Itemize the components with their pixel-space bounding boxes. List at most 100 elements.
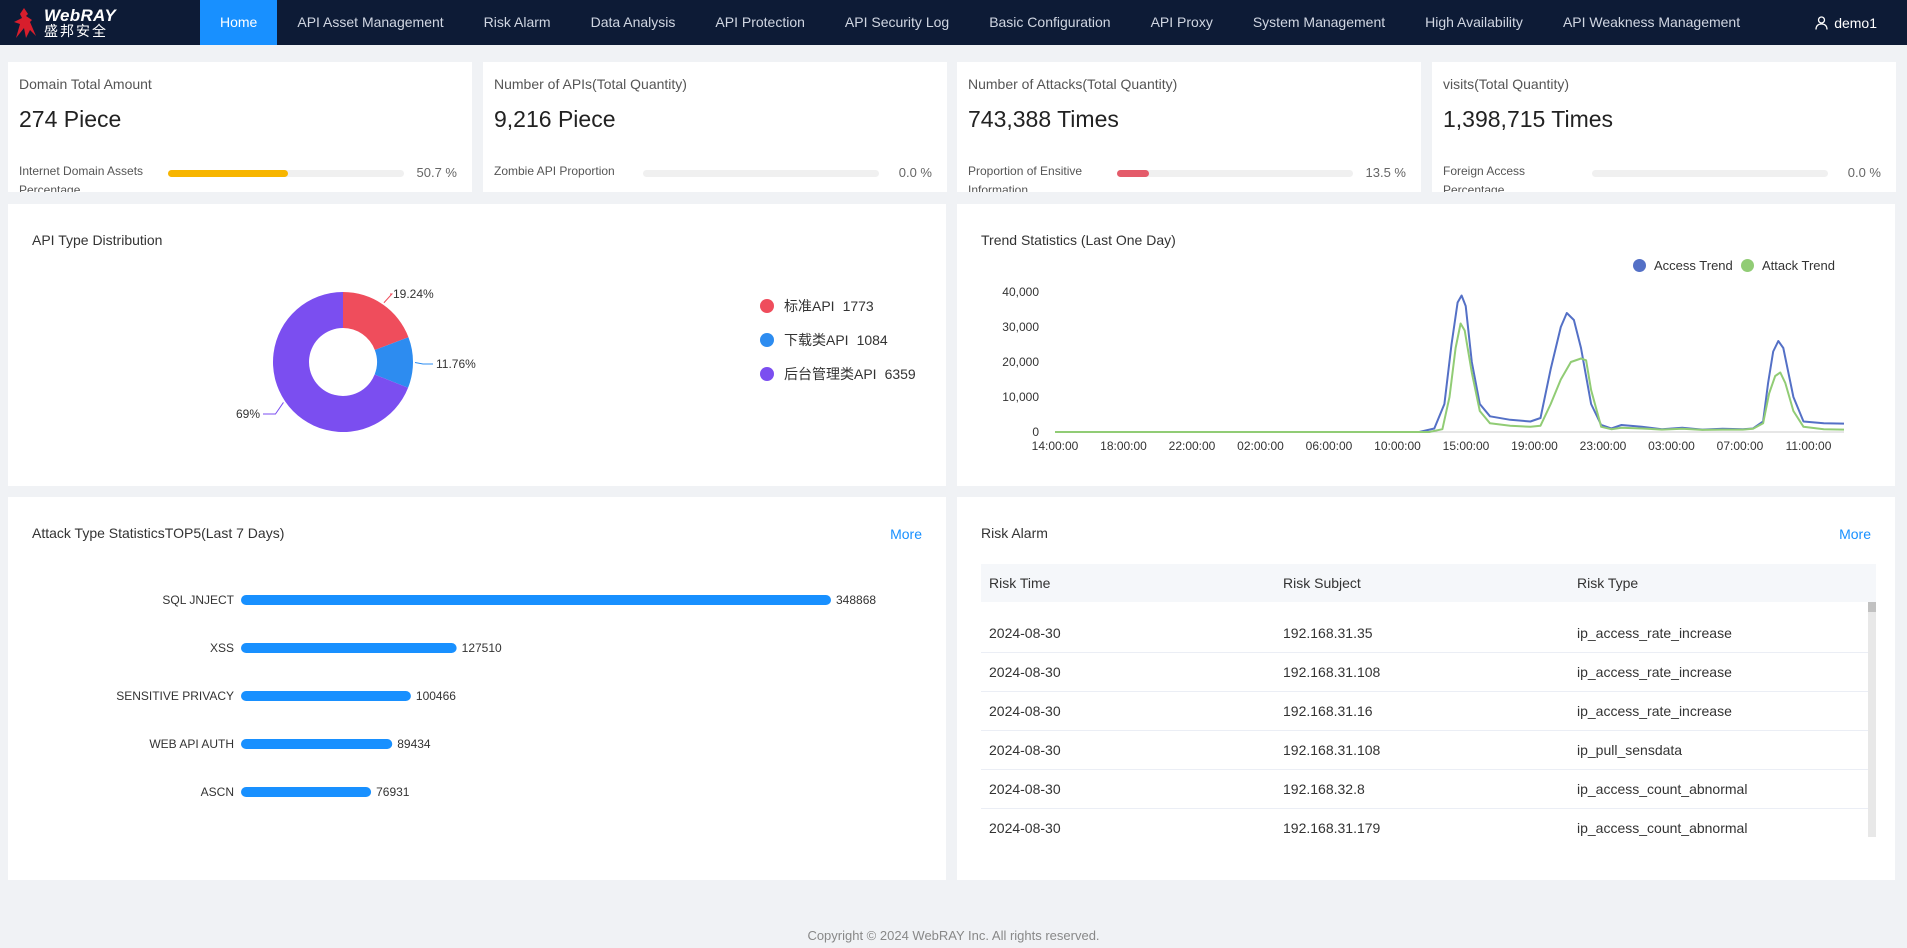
stat-progress-fill [168, 170, 288, 177]
legend-dot [760, 299, 774, 313]
stat-title: Number of APIs(Total Quantity) [494, 76, 687, 92]
bar-value-label: 76931 [376, 785, 410, 799]
risk-table-scroll-thumb[interactable] [1868, 602, 1876, 612]
nav-item-system-management[interactable]: System Management [1252, 14, 1386, 30]
x-tick-label: 07:00:00 [1717, 439, 1764, 453]
legend-dot [760, 333, 774, 347]
cell-risk-type: ip_access_count_abnormal [1577, 781, 1748, 797]
cell-risk-type: ip_access_rate_increase [1577, 664, 1732, 680]
api-type-pie-chart: 19.24% 11.76% 69% [236, 287, 476, 432]
nav-item-api-proxy[interactable]: API Proxy [1150, 14, 1213, 30]
user-name: demo1 [1834, 14, 1877, 31]
trend-statistics-panel: Trend Statistics (Last One Day) Access T… [957, 204, 1895, 486]
bar [241, 787, 372, 797]
bar-category-label: SENSITIVE PRIVACY [116, 689, 234, 703]
bar-category-label: SQL JNJECT [162, 593, 234, 607]
bar [241, 739, 393, 749]
nav-item-api-security-log[interactable]: API Security Log [844, 14, 950, 30]
pie-legend-item[interactable]: 下载类API 1084 [760, 330, 888, 350]
pie-legend-item[interactable]: 标准API 1773 [760, 296, 874, 316]
legend-name: 下载类API [784, 332, 849, 348]
cell-risk-type: ip_access_rate_increase [1577, 703, 1732, 719]
stat-card: Domain Total Amount 274 Piece Internet D… [8, 62, 472, 192]
bar [241, 643, 457, 653]
y-tick-label: 30,000 [1002, 320, 1039, 334]
legend-value: 6359 [884, 366, 916, 382]
pie-slice-label: 19.24% [393, 287, 434, 301]
nav-item-high-availability[interactable]: High Availability [1425, 14, 1523, 30]
trend-legend-item[interactable]: Attack Trend [1741, 258, 1835, 273]
table-row[interactable]: 2024-08-30 192.168.31.179 ip_access_coun… [981, 809, 1876, 837]
x-tick-label: 10:00:00 [1374, 439, 1421, 453]
cell-risk-subject: 192.168.32.8 [1283, 781, 1365, 797]
x-tick-label: 14:00:00 [1032, 439, 1079, 453]
nav-item-home[interactable]: Home [200, 0, 278, 45]
risk-table-scrollbar[interactable] [1868, 602, 1876, 837]
col-risk-type[interactable]: Risk Type [1577, 575, 1639, 591]
stat-title: Domain Total Amount [19, 76, 152, 92]
stat-card: Number of APIs(Total Quantity) 9,216 Pie… [483, 62, 947, 192]
table-row[interactable]: 2024-08-30 192.168.31.108 ip_access_rate… [981, 653, 1876, 692]
bar-category-label: WEB API AUTH [149, 737, 234, 751]
nav-item-basic-configuration[interactable]: Basic Configuration [989, 14, 1111, 30]
col-risk-time[interactable]: Risk Time [989, 575, 1051, 591]
x-tick-label: 19:00:00 [1511, 439, 1558, 453]
x-tick-label: 15:00:00 [1443, 439, 1490, 453]
bar-category-label: XSS [210, 641, 234, 655]
attack-type-top5-panel: Attack Type StatisticsTOP5(Last 7 Days) … [8, 497, 946, 880]
x-tick-label: 06:00:00 [1306, 439, 1353, 453]
x-tick-label: 02:00:00 [1237, 439, 1284, 453]
stat-progress-percent: 0.0 % [1847, 165, 1881, 180]
x-tick-label: 11:00:00 [1786, 439, 1832, 453]
cell-risk-time: 2024-08-30 [989, 781, 1061, 797]
footer-copyright: Copyright © 2024 WebRAY Inc. All rights … [807, 928, 1100, 943]
stat-progress-label: Foreign Access Percentage [1443, 164, 1526, 192]
pie-label-line [263, 402, 284, 415]
user-icon [1815, 15, 1828, 30]
stat-progress-label: Internet Domain Assets Percentage [19, 164, 144, 192]
stat-card: visits(Total Quantity) 1,398,715 Times F… [1432, 62, 1896, 192]
nav-item-risk-alarm[interactable]: Risk Alarm [483, 14, 551, 30]
brand-logo[interactable]: WebRAY 盛邦安全 [0, 0, 200, 45]
cell-risk-time: 2024-08-30 [989, 625, 1061, 641]
trend-line-chart: 0 10,000 20,000 30,000 40,000 14:00:00 18:00:0… [1002, 285, 1845, 453]
risk-table-body[interactable]: 2024-08-30 192.168.31.35 ip_access_rate_… [981, 602, 1876, 837]
attack-type-top5-title: Attack Type StatisticsTOP5(Last 7 Days) [32, 525, 285, 541]
risk-more-link[interactable]: More [1839, 526, 1871, 542]
bar-value-label: 127510 [462, 641, 502, 655]
x-tick-label: 23:00:00 [1580, 439, 1627, 453]
nav-item-api-asset-management[interactable]: API Asset Management [297, 14, 444, 30]
cell-risk-type: ip_access_count_abnormal [1577, 820, 1748, 836]
table-row[interactable]: 2024-08-30 192.168.31.16 ip_access_rate_… [981, 692, 1876, 731]
bar [241, 595, 831, 605]
table-row[interactable]: 2024-08-30 192.168.32.8 ip_access_count_… [981, 770, 1876, 809]
nav-item-api-weakness-management[interactable]: API Weakness Management [1562, 14, 1741, 30]
y-tick-label: 0 [1032, 425, 1039, 439]
pie-slice [343, 292, 409, 350]
pie-legend-item[interactable]: 后台管理类API 6359 [760, 364, 916, 384]
col-risk-subject[interactable]: Risk Subject [1283, 575, 1361, 591]
stat-value: 274 Piece [19, 106, 122, 132]
trend-legend-item[interactable]: Access Trend [1633, 258, 1733, 273]
stat-progress-track [1117, 170, 1353, 177]
pie-slice-label: 69% [236, 407, 260, 421]
cell-risk-subject: 192.168.31.35 [1283, 625, 1373, 641]
x-tick-label: 22:00:00 [1169, 439, 1216, 453]
cell-risk-subject: 192.168.31.108 [1283, 742, 1381, 758]
trend-series-line [1055, 294, 1845, 433]
attack-more-link[interactable]: More [890, 526, 922, 542]
user-menu[interactable]: demo1 [1815, 0, 1877, 45]
trend-series-line [1055, 322, 1845, 433]
stat-progress-label: Proportion of Ensitive Information [968, 164, 1083, 192]
y-tick-label: 10,000 [1002, 390, 1039, 404]
stat-progress-label: Zombie API Proportion [494, 164, 615, 178]
cell-risk-time: 2024-08-30 [989, 664, 1061, 680]
nav-item-api-protection[interactable]: API Protection [715, 14, 805, 30]
bar-value-label: 348868 [836, 593, 876, 607]
nav-item-data-analysis[interactable]: Data Analysis [590, 14, 676, 30]
brand-name-suffix: RAY [80, 5, 117, 25]
stat-progress-percent: 13.5 % [1365, 165, 1406, 180]
table-row[interactable]: 2024-08-30 192.168.31.35 ip_access_rate_… [981, 614, 1876, 653]
legend-value: 1773 [842, 298, 874, 314]
table-row[interactable]: 2024-08-30 192.168.31.108 ip_pull_sensda… [981, 731, 1876, 770]
